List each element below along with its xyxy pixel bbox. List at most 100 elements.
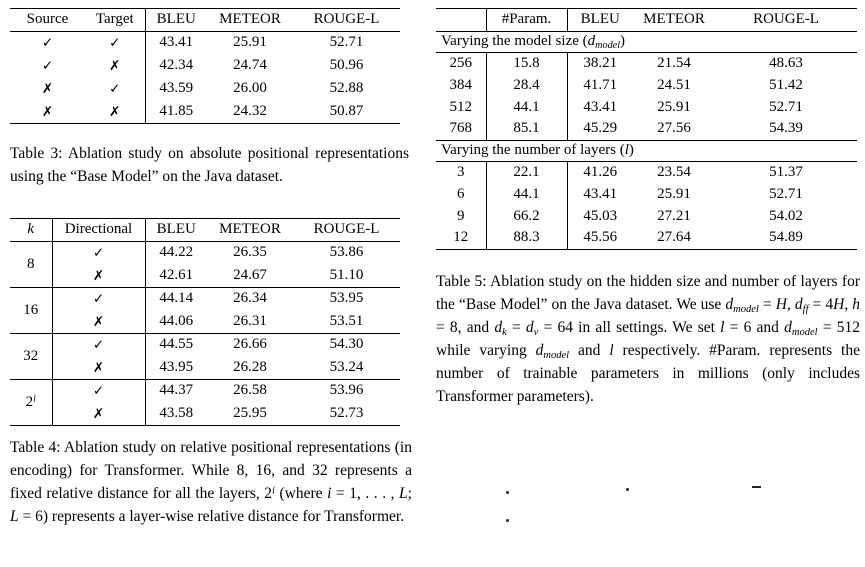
dmodel-value: 512 bbox=[436, 96, 487, 119]
bleu-value: 43.58 bbox=[159, 404, 194, 421]
table-4-grid: k Directional BLEU METEOR ROUGE-L 8 ✓ 44… bbox=[10, 218, 400, 426]
param-value: 66.2 bbox=[486, 205, 568, 228]
col-header-target: Target bbox=[85, 8, 146, 32]
table-3-caption: Table 3: Ablation study on absolute posi… bbox=[10, 145, 409, 185]
target-mark: ✗ bbox=[85, 100, 146, 124]
col-header-source: Source bbox=[10, 8, 85, 32]
col-header-meteor: METEOR bbox=[207, 218, 293, 242]
meteor-value: 25.91 bbox=[657, 185, 691, 202]
rouge-value: 53.96 bbox=[293, 379, 400, 403]
meteor-value: 26.34 bbox=[207, 287, 293, 311]
table-row: 3 22.1 41.26 23.54 51.37 bbox=[436, 161, 857, 184]
section-title-num-layers: Varying the number of layers (l) bbox=[436, 140, 857, 162]
source-mark: ✗ bbox=[41, 80, 54, 97]
rouge-value: 53.86 bbox=[329, 244, 364, 261]
param-value: 44.1 bbox=[486, 183, 568, 206]
table-row: ✗ 42.61 24.67 51.10 bbox=[10, 264, 400, 288]
rouge-value: 54.30 bbox=[293, 333, 400, 357]
table-row: ✗ 44.06 26.31 53.51 bbox=[10, 310, 400, 334]
rouge-value: 50.87 bbox=[329, 102, 364, 119]
table-row: ✗ 43.95 26.28 53.24 bbox=[10, 356, 400, 380]
bleu-value: 43.41 bbox=[159, 34, 194, 51]
layers-value: 9 bbox=[436, 205, 487, 228]
target-mark: ✓ bbox=[85, 77, 146, 101]
meteor-value: 26.31 bbox=[233, 312, 267, 329]
col-header-rouge: ROUGE-L bbox=[293, 8, 400, 32]
rouge-value: 53.51 bbox=[329, 312, 364, 329]
param-value: 28.4 bbox=[486, 74, 568, 97]
rouge-value: 52.71 bbox=[769, 185, 803, 202]
rouge-value: 52.73 bbox=[329, 404, 364, 421]
table-4-header-row: k Directional BLEU METEOR ROUGE-L bbox=[10, 218, 400, 242]
bleu-value: 43.95 bbox=[159, 358, 194, 375]
table-5-header-row: #Param. BLEU METEOR ROUGE-L bbox=[436, 8, 857, 32]
directional-mark: ✓ bbox=[52, 241, 146, 265]
table-row: ✓ ✗ 42.34 24.74 50.96 bbox=[10, 54, 400, 78]
rouge-value: 51.10 bbox=[329, 266, 364, 283]
stray-mark bbox=[626, 488, 629, 491]
dmodel-value: 768 bbox=[436, 118, 487, 141]
bleu-value: 38.21 bbox=[583, 54, 618, 71]
param-value: 88.3 bbox=[486, 227, 568, 250]
rouge-value: 54.89 bbox=[769, 229, 803, 246]
section-header-row: Varying the model size (dmodel) bbox=[436, 31, 857, 53]
table-row: 16 ✓ 44.14 26.34 53.95 bbox=[10, 287, 400, 334]
bleu-value: 43.41 bbox=[583, 98, 618, 115]
bleu-value: 41.71 bbox=[583, 76, 618, 93]
bleu-value: 44.22 bbox=[159, 244, 194, 261]
meteor-value: 26.00 bbox=[233, 80, 267, 97]
bleu-value: 45.29 bbox=[583, 120, 618, 137]
meteor-value: 26.35 bbox=[233, 244, 267, 261]
source-mark: ✗ bbox=[41, 103, 54, 120]
rouge-value: 51.37 bbox=[769, 163, 803, 180]
stray-mark bbox=[506, 491, 509, 494]
rouge-value: 48.63 bbox=[769, 54, 803, 71]
k-value: 2i bbox=[10, 379, 53, 426]
rouge-value: 52.71 bbox=[769, 98, 803, 115]
meteor-value: 26.58 bbox=[207, 379, 293, 403]
meteor-value: 25.95 bbox=[233, 404, 267, 421]
dmodel-value: 256 bbox=[436, 52, 487, 75]
k-value: 16 bbox=[10, 287, 53, 334]
col-header-k: k bbox=[10, 218, 53, 242]
rouge-value: 53.95 bbox=[293, 287, 400, 311]
col-header-bleu: BLEU bbox=[145, 218, 207, 242]
source-mark: ✓ bbox=[41, 35, 54, 52]
col-header-rouge: ROUGE-L bbox=[715, 8, 857, 32]
k-value: 8 bbox=[10, 241, 53, 288]
bleu-value: 43.41 bbox=[583, 185, 618, 202]
layers-value: 12 bbox=[436, 227, 487, 250]
rouge-value: 50.96 bbox=[329, 57, 364, 74]
col-header-rouge: ROUGE-L bbox=[293, 218, 400, 242]
meteor-value: 25.91 bbox=[233, 34, 267, 51]
bleu-value: 43.59 bbox=[159, 80, 194, 97]
table-4-caption: Table 4: Ablation study on relative posi… bbox=[10, 439, 412, 525]
table-3-grid: Source Target BLEU METEOR ROUGE-L ✓ ✓ 43… bbox=[10, 8, 400, 124]
meteor-value: 27.21 bbox=[657, 207, 691, 224]
rouge-value: 52.88 bbox=[329, 80, 364, 97]
table-row: 32 ✓ 44.55 26.66 54.30 bbox=[10, 333, 400, 380]
layers-value: 3 bbox=[436, 161, 487, 184]
param-value: 85.1 bbox=[486, 118, 568, 141]
table-row: 2i ✓ 44.37 26.58 53.96 bbox=[10, 379, 400, 426]
param-value: 22.1 bbox=[486, 161, 568, 184]
section-header-row: Varying the number of layers (l) bbox=[436, 140, 857, 162]
directional-mark: ✗ bbox=[52, 402, 146, 426]
rouge-value: 52.71 bbox=[329, 34, 364, 51]
rouge-value: 51.42 bbox=[769, 76, 803, 93]
table-row: 256 15.8 38.21 21.54 48.63 bbox=[436, 52, 857, 75]
table-4: k Directional BLEU METEOR ROUGE-L 8 ✓ 44… bbox=[10, 218, 400, 426]
directional-mark: ✓ bbox=[52, 287, 146, 311]
table-5-caption: Table 5: Ablation study on the hidden si… bbox=[436, 273, 861, 405]
meteor-value: 24.32 bbox=[233, 102, 267, 119]
table-row: 12 88.3 45.56 27.64 54.89 bbox=[436, 227, 857, 250]
meteor-value: 24.51 bbox=[657, 76, 691, 93]
table-5-grid: #Param. BLEU METEOR ROUGE-L Varying the … bbox=[436, 8, 857, 250]
bleu-value: 44.55 bbox=[145, 333, 207, 357]
target-mark: ✓ bbox=[85, 31, 146, 55]
section-title-model-size: Varying the model size (dmodel) bbox=[436, 31, 857, 53]
bleu-value: 45.56 bbox=[583, 229, 618, 246]
col-header-param: #Param. bbox=[486, 8, 568, 32]
bleu-value: 41.26 bbox=[583, 163, 618, 180]
